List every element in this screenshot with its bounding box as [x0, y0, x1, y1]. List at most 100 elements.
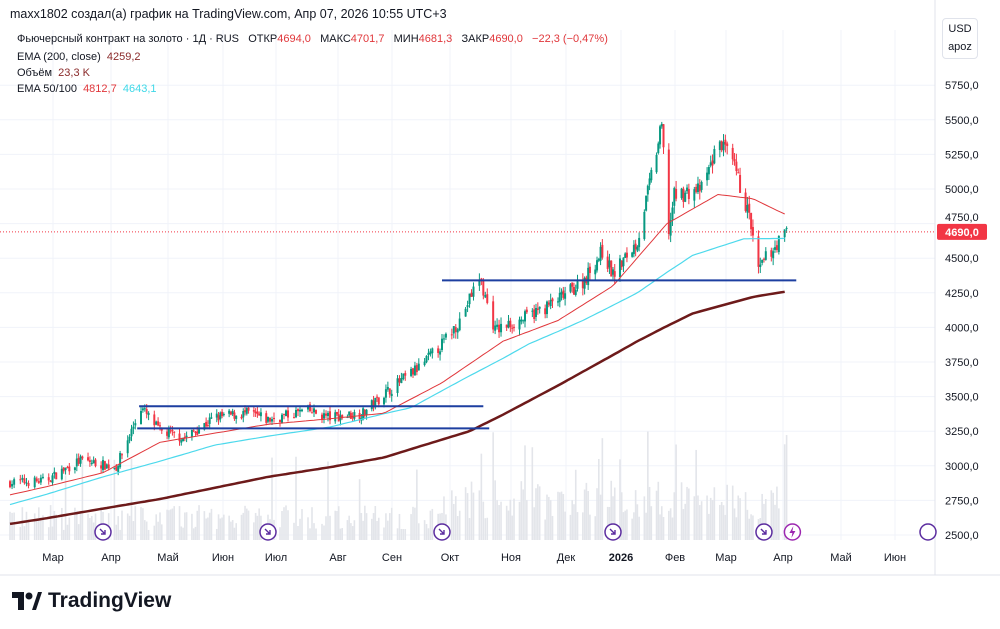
arrow-event-icon[interactable]	[604, 523, 622, 541]
candle-body	[417, 363, 420, 371]
volume-bar	[596, 488, 598, 540]
candle-body	[351, 417, 354, 419]
candle-body	[159, 425, 161, 427]
candle-body	[23, 478, 26, 484]
volume-bar	[385, 513, 387, 540]
arrow-glyph	[609, 528, 616, 535]
volume-bar	[307, 517, 309, 540]
candle-body	[217, 415, 220, 421]
volume-bar	[748, 518, 751, 540]
arrow-event-icon[interactable]	[94, 523, 112, 541]
volume-bar	[564, 511, 566, 540]
volume-bar	[643, 496, 646, 540]
volume-bar	[744, 492, 747, 540]
candle-body	[707, 166, 710, 175]
volume-bar	[655, 490, 658, 540]
arrow-event-icon[interactable]	[433, 523, 451, 541]
volume-bar	[668, 510, 670, 540]
candle-body	[173, 431, 176, 433]
candle-body	[425, 355, 428, 363]
candle-body	[321, 414, 323, 420]
volume-bar	[168, 510, 170, 540]
volume-bar	[492, 432, 494, 540]
candle-body	[92, 460, 95, 464]
volume-bar	[466, 493, 469, 540]
candle-body	[240, 416, 243, 419]
legend-ema50-100[interactable]: EMA 50/100 4812,7 4643,1	[17, 83, 157, 95]
volume-bar	[774, 504, 776, 540]
y-tick-label: 4250,0	[945, 288, 979, 300]
candle-body	[531, 310, 534, 312]
candle-body	[588, 266, 591, 273]
candle-body	[601, 244, 604, 258]
volume-bar	[594, 516, 597, 540]
candle-body	[574, 289, 577, 295]
legend-ema200[interactable]: EMA (200, close) 4259,2	[17, 51, 141, 63]
candle-body	[265, 413, 268, 423]
candle-body	[247, 407, 250, 411]
candle-body	[452, 326, 455, 334]
candle-body	[695, 186, 698, 193]
candle-body	[650, 169, 653, 181]
volume-bar	[720, 501, 723, 540]
volume-bar	[778, 508, 780, 540]
candle-body	[546, 301, 548, 315]
candle-body	[233, 412, 236, 419]
lightning-event-icon[interactable]	[783, 523, 802, 541]
volume-bar	[400, 528, 403, 540]
volume-bar	[77, 524, 80, 540]
volume-bar	[390, 507, 393, 540]
candle-body	[130, 428, 133, 437]
volume-bar	[219, 518, 222, 540]
volume-bar	[496, 500, 498, 540]
volume-bar	[351, 526, 354, 540]
volume-bar	[533, 507, 535, 540]
y-tick-label: 3500,0	[945, 392, 979, 404]
candle-body	[404, 373, 407, 376]
volume-bar	[624, 510, 626, 540]
candle-body	[486, 294, 489, 303]
unit-label: apoz	[948, 41, 972, 53]
volume-bar	[223, 514, 225, 540]
candle-body	[581, 280, 584, 289]
candle-body	[520, 319, 523, 322]
candle-body	[583, 277, 586, 289]
candle-body	[229, 411, 232, 415]
volume-bar	[221, 517, 223, 540]
currency-unit-button[interactable]: USD apoz	[942, 18, 978, 59]
volume-bar	[650, 506, 653, 540]
candle-body	[11, 483, 14, 487]
volume-bar	[418, 523, 420, 540]
candle-body	[675, 188, 678, 199]
volume-bar	[323, 525, 325, 540]
candle-body	[686, 187, 689, 192]
volume-bar	[128, 515, 131, 540]
candle-body	[693, 189, 696, 201]
arrow-event-icon[interactable]	[259, 523, 277, 541]
volume-bar	[680, 482, 683, 540]
volume-bar	[544, 519, 546, 540]
last-price-tag	[937, 223, 987, 240]
x-tick-label: Мар	[42, 552, 64, 564]
volume-bar	[558, 492, 561, 540]
volume-bar	[468, 518, 471, 540]
y-tick-label: 5250,0	[945, 149, 979, 161]
volume-bar	[76, 510, 78, 540]
candle-body	[533, 309, 536, 319]
volume-bar	[348, 515, 350, 540]
volume-bar	[722, 505, 725, 540]
arrow-event-icon[interactable]	[755, 523, 773, 541]
x-tick-label: Фев	[665, 552, 685, 564]
volume-bar	[693, 496, 696, 540]
volume-bar	[358, 479, 361, 540]
volume-bar	[215, 528, 218, 540]
candle-body	[772, 251, 775, 259]
volume-bar	[671, 517, 674, 540]
y-tick-label: 3750,0	[945, 357, 979, 369]
volume-bar	[47, 527, 50, 540]
legend-volume[interactable]: Объём 23,3 K	[17, 67, 90, 79]
volume-bar	[608, 507, 611, 540]
candle-body	[88, 460, 91, 463]
candle-body	[103, 461, 106, 470]
